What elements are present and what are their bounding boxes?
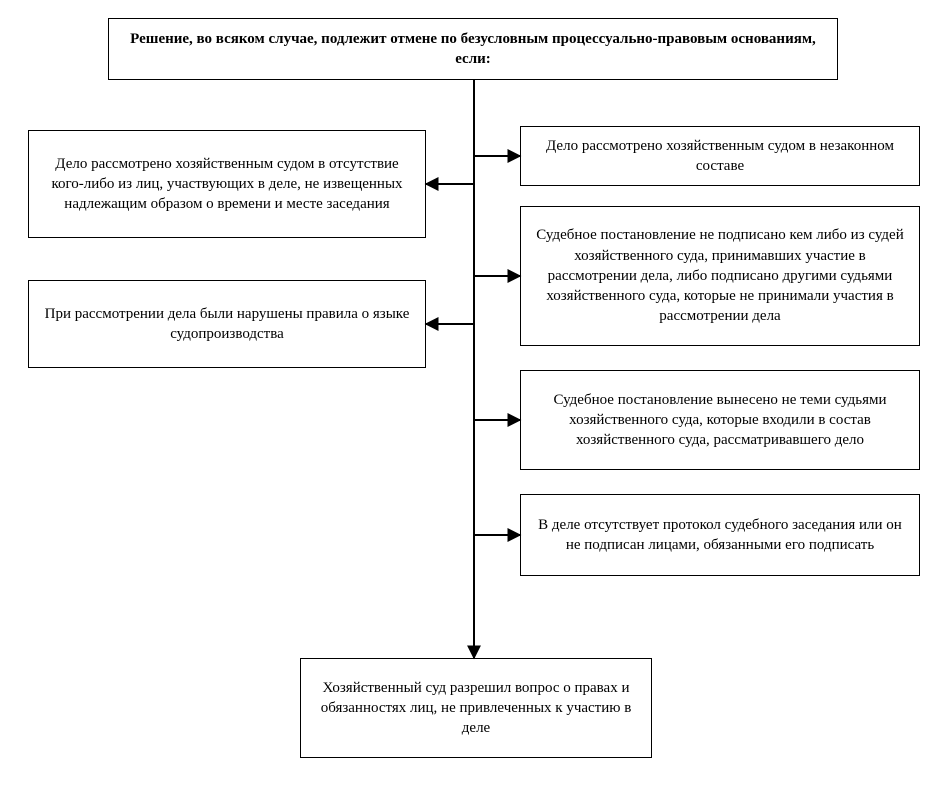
header-text: Решение, во всяком случае, подлежит отме… — [121, 29, 825, 70]
left-box-1: Дело рассмотрено хозяйственным судом в о… — [28, 130, 426, 238]
right-box-4-text: В деле отсутствует протокол судебного за… — [533, 515, 907, 556]
right-box-3: Судебное постановление вынесено не теми … — [520, 370, 920, 470]
right-box-1-text: Дело рассмотрено хозяйственным судом в н… — [533, 136, 907, 177]
right-box-2: Судебное постановление не подписано кем … — [520, 206, 920, 346]
bottom-box: Хозяйственный суд разрешил вопрос о прав… — [300, 658, 652, 758]
right-box-3-text: Судебное постановление вынесено не теми … — [533, 390, 907, 451]
right-box-4: В деле отсутствует протокол судебного за… — [520, 494, 920, 576]
right-box-2-text: Судебное постановление не подписано кем … — [533, 225, 907, 326]
header-box: Решение, во всяком случае, подлежит отме… — [108, 18, 838, 80]
left-box-2: При рассмотрении дела были нарушены прав… — [28, 280, 426, 368]
right-box-1: Дело рассмотрено хозяйственным судом в н… — [520, 126, 920, 186]
left-box-1-text: Дело рассмотрено хозяйственным судом в о… — [41, 154, 413, 215]
bottom-box-text: Хозяйственный суд разрешил вопрос о прав… — [313, 678, 639, 739]
left-box-2-text: При рассмотрении дела были нарушены прав… — [41, 304, 413, 345]
